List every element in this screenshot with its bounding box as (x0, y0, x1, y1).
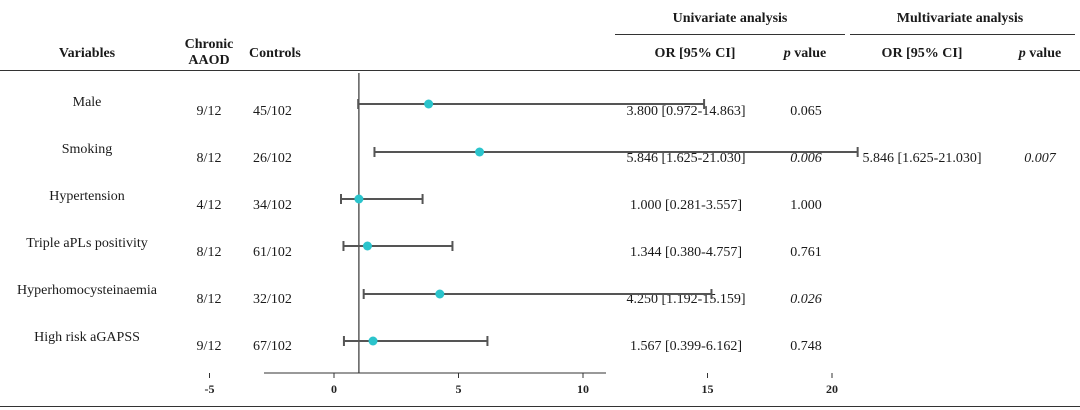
variable-cell: Smoking (61, 142, 113, 157)
variable-cell: Triple aPLs positivity (26, 236, 148, 251)
x-tick-label: -5 (205, 382, 215, 396)
controls-cell: 26/102 (253, 151, 292, 166)
controls-cell: 32/102 (253, 292, 292, 307)
controls-cell: 45/102 (253, 104, 292, 119)
controls-cell: 67/102 (253, 339, 292, 354)
or-univariate-cell: 1.567 [0.399-6.162] (630, 339, 742, 354)
or-point (424, 99, 434, 109)
univariate-group-title: Univariate analysis (672, 11, 788, 26)
variable-cell: Hyperhomocysteinaemia (17, 283, 157, 298)
x-tick-label: 0 (331, 382, 337, 396)
p-univariate-cell: 0.006 (790, 151, 822, 166)
chronic-aaod-cell: 8/12 (196, 151, 222, 166)
col-header-chronic-line1: Chronic (184, 37, 234, 52)
or-multivariate-cell: 5.846 [1.625-21.030] (862, 151, 982, 166)
or-univariate-cell: 1.000 [0.281-3.557] (630, 198, 742, 213)
multivariate-group-title: Multivariate analysis (896, 11, 1024, 26)
p-univariate-cell: 0.065 (790, 104, 822, 119)
variable-cell: Male (72, 95, 102, 110)
p-univariate-cell: 0.761 (790, 245, 822, 260)
or-univariate-cell: 3.800 [0.972-14.863] (626, 104, 746, 119)
chronic-aaod-cell: 8/12 (196, 245, 222, 260)
chronic-aaod-cell: 9/12 (196, 104, 222, 119)
or-univariate-cell: 5.846 [1.625-21.030] (626, 151, 746, 166)
col-header-or-univariate: OR [95% CI] (654, 46, 736, 61)
or-point (435, 289, 445, 299)
p-suffix: value (790, 46, 827, 61)
x-tick-label: 5 (456, 382, 462, 396)
or-point (362, 241, 372, 251)
univariate-group-rule (615, 34, 845, 35)
header-bottom-rule (0, 70, 1080, 71)
col-header-chronic-aaod: Chronic AAOD (185, 37, 234, 69)
p-suffix: value (1025, 46, 1062, 61)
col-header-chronic-line2: AAOD (188, 53, 230, 68)
col-header-variables: Variables (58, 46, 116, 61)
controls-cell: 34/102 (253, 198, 292, 213)
variable-cell: High risk aGAPSS (34, 330, 140, 345)
col-header-p-multivariate: p value (1019, 46, 1061, 62)
or-point (354, 194, 364, 204)
chronic-aaod-cell: 8/12 (196, 292, 222, 307)
col-header-controls: Controls (249, 46, 301, 61)
p-univariate-cell: 1.000 (790, 198, 822, 213)
or-univariate-cell: 4.250 [1.192-15.159] (626, 292, 746, 307)
p-univariate-cell: 0.748 (790, 339, 822, 354)
col-header-p-univariate: p value (784, 46, 826, 62)
p-italic: p (783, 46, 791, 61)
multivariate-group-rule (850, 34, 1075, 35)
or-univariate-cell: 1.344 [0.380-4.757] (630, 245, 742, 260)
x-tick-label: 15 (702, 382, 714, 396)
p-italic: p (1018, 46, 1026, 61)
col-header-or-multivariate: OR [95% CI] (881, 46, 963, 61)
variable-cell: Hypertension (49, 189, 125, 204)
x-tick-label: 10 (577, 382, 589, 396)
p-multivariate-cell: 0.007 (1024, 151, 1056, 166)
or-point (475, 147, 485, 157)
x-tick-label: 20 (826, 382, 838, 396)
chronic-aaod-cell: 4/12 (196, 198, 222, 213)
controls-cell: 61/102 (253, 245, 292, 260)
p-univariate-cell: 0.026 (790, 292, 822, 307)
or-point (368, 336, 378, 346)
table-bottom-rule (0, 406, 1080, 407)
chronic-aaod-cell: 9/12 (196, 339, 222, 354)
